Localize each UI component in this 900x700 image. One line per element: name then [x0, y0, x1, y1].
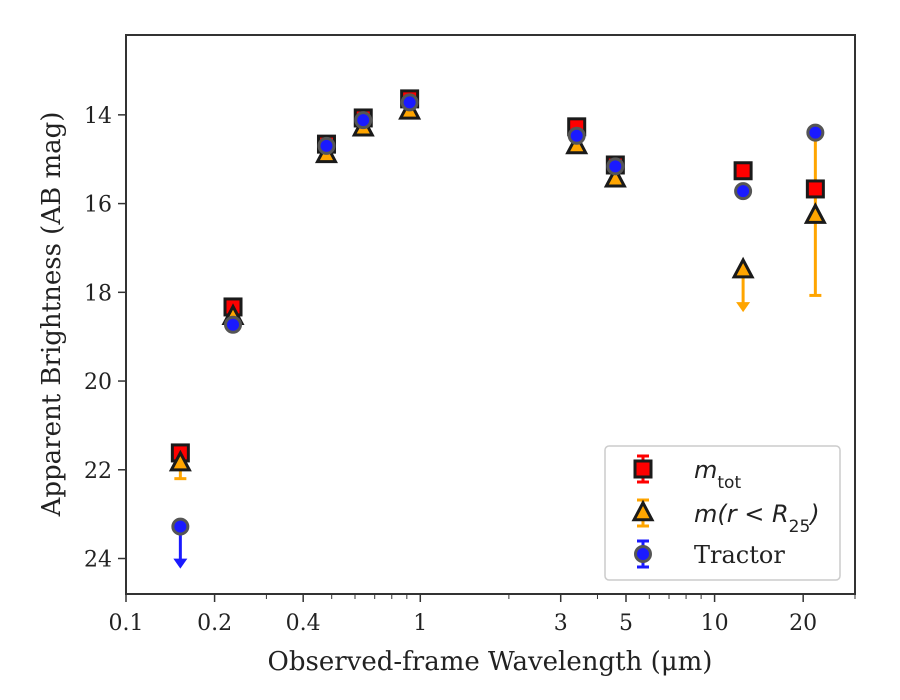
m_r25-point: [803, 202, 827, 224]
x-tick-label: 0.4: [286, 611, 321, 636]
legend-tractor-marker: [634, 545, 652, 563]
legend-box: [604, 445, 841, 581]
legend-m_r25-label: m(r < R25): [694, 500, 820, 537]
tractor-point: [400, 93, 419, 112]
tractor-point: [806, 123, 825, 142]
x-tick-label: 0.2: [197, 611, 232, 636]
y-axis-label: Apparent Brightness (AB mag): [37, 112, 67, 518]
legend-m_tot-marker: [633, 459, 653, 479]
y-tick-label: 16: [84, 193, 112, 218]
y-tick-label: 24: [84, 548, 112, 573]
legend: mtot m(r < R25) Tractor: [604, 445, 841, 581]
y-tick-label: 22: [84, 459, 112, 484]
tractor-upper-limit-arrow-head: [173, 558, 188, 569]
x-tick-label: 1: [413, 611, 427, 636]
tractor-point: [606, 157, 625, 176]
legend-m_r25-marker: [631, 499, 655, 522]
x-tick-label: 10: [701, 611, 729, 636]
m_tot-point: [805, 179, 825, 199]
series-tractor: [171, 93, 825, 536]
plot-marks: [168, 89, 827, 569]
x-axis-label: Observed-frame Wavelength (μm): [268, 647, 713, 677]
tractor-point: [224, 315, 243, 334]
m_r25-point: [603, 165, 627, 188]
tractor-point: [734, 182, 753, 201]
tractor-point: [171, 517, 190, 536]
x-tick-label: 0.1: [109, 611, 144, 636]
m_r25-point: [168, 449, 192, 472]
x-tick-label: 3: [554, 611, 568, 636]
legend-m_tot-label: mtot: [694, 456, 741, 493]
m_tot-point: [733, 161, 753, 181]
tractor-point: [354, 111, 373, 130]
tractor-point: [317, 136, 336, 155]
y-axis: 14 16 18 20 22 24: [84, 104, 126, 573]
x-axis: 0.1 0.2 0.4 1 3 5 10 20: [109, 594, 856, 636]
y-tick-label: 14: [84, 104, 112, 129]
x-tick-label: 5: [619, 611, 633, 636]
m_r25-point: [731, 256, 755, 279]
x-tick-label: 20: [789, 611, 817, 636]
m_r25-upper-limit-arrow-head: [736, 302, 751, 313]
plot-frame: [125, 34, 856, 595]
tractor-point: [567, 126, 586, 145]
legend-tractor-label: Tractor: [694, 541, 785, 569]
y-tick-label: 18: [84, 281, 112, 306]
y-tick-label: 20: [84, 370, 112, 395]
